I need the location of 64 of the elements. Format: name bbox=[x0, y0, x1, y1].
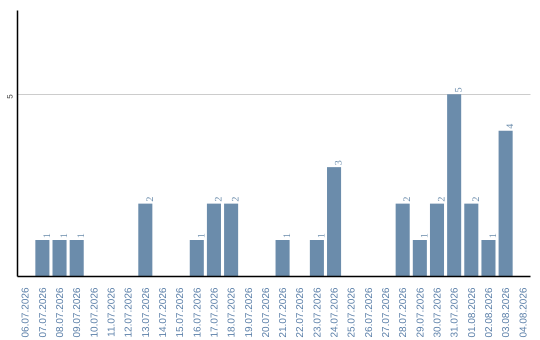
data-label: 1 bbox=[76, 233, 88, 238]
x-tick-label: 08.07.2026 bbox=[55, 287, 66, 338]
x-tick-label: 28.07.2026 bbox=[398, 287, 410, 338]
data-label: 4 bbox=[505, 124, 516, 129]
data-label: 3 bbox=[334, 160, 345, 166]
bar bbox=[35, 240, 50, 276]
bar bbox=[206, 204, 221, 276]
data-label: 1 bbox=[488, 233, 499, 238]
x-tick-label: 03.08.2026 bbox=[501, 287, 512, 338]
data-label: 2 bbox=[470, 196, 482, 202]
bar bbox=[481, 240, 496, 276]
data-label: 2 bbox=[213, 196, 224, 202]
data-label: 1 bbox=[42, 233, 53, 238]
x-tick-label: 30.07.2026 bbox=[432, 287, 444, 338]
bar bbox=[430, 204, 444, 276]
x-tick-label: 24.07.2026 bbox=[330, 287, 341, 338]
x-tick-label: 11.07.2026 bbox=[106, 287, 118, 337]
bar bbox=[224, 204, 238, 276]
bar bbox=[327, 167, 342, 276]
x-tick-label: 06.07.2026 bbox=[20, 287, 32, 338]
bar bbox=[498, 130, 513, 276]
bar bbox=[138, 204, 152, 276]
x-tick-label: 31.07.2026 bbox=[450, 287, 461, 338]
data-label: 5 bbox=[454, 87, 465, 92]
data-label: 1 bbox=[59, 233, 70, 238]
x-tick-label: 17.07.2026 bbox=[209, 287, 220, 338]
data-label: 1 bbox=[316, 233, 328, 238]
bar bbox=[52, 240, 67, 276]
x-tick-label: 18.07.2026 bbox=[226, 287, 238, 338]
x-tick-label: 15.07.2026 bbox=[175, 287, 186, 338]
data-label: 2 bbox=[230, 196, 242, 202]
x-tick-label: 25.07.2026 bbox=[346, 287, 358, 338]
x-tick-label: 22.07.2026 bbox=[295, 287, 306, 338]
x-tick-label: 01.08.2026 bbox=[466, 287, 478, 338]
x-tick-label: 29.07.2026 bbox=[415, 287, 426, 338]
x-tick-label: 07.07.2026 bbox=[38, 287, 49, 338]
x-tick-label: 13.07.2026 bbox=[140, 287, 152, 338]
data-label: 1 bbox=[282, 233, 294, 238]
data-label: 2 bbox=[144, 196, 156, 202]
x-tick-label: 19.07.2026 bbox=[244, 287, 255, 338]
data-label: 2 bbox=[436, 196, 448, 202]
x-tick-label: 23.07.2026 bbox=[312, 287, 324, 338]
x-tick-label: 04.08.2026 bbox=[518, 287, 530, 338]
bar bbox=[396, 204, 410, 276]
x-tick-label: 20.07.2026 bbox=[260, 287, 272, 338]
data-label: 2 bbox=[402, 196, 414, 202]
x-tick-label: 10.07.2026 bbox=[89, 287, 100, 338]
data-label: 1 bbox=[196, 233, 208, 238]
x-tick-label: 26.07.2026 bbox=[364, 287, 375, 338]
data-label: 1 bbox=[419, 233, 430, 238]
x-tick-label: 14.07.2026 bbox=[158, 287, 169, 338]
x-tick-label: 12.07.2026 bbox=[124, 287, 135, 338]
bar bbox=[310, 240, 324, 276]
bar bbox=[464, 204, 478, 276]
bar bbox=[276, 240, 290, 276]
bar bbox=[412, 240, 427, 276]
bar bbox=[447, 94, 462, 276]
bar bbox=[70, 240, 84, 276]
x-tick-label: 21.07.2026 bbox=[278, 287, 290, 338]
x-tick-label: 27.07.2026 bbox=[381, 287, 392, 338]
x-tick-label: 09.07.2026 bbox=[72, 287, 84, 338]
x-tick-label: 02.08.2026 bbox=[484, 287, 495, 338]
bar bbox=[190, 240, 204, 276]
x-tick-label: 16.07.2026 bbox=[192, 287, 204, 338]
